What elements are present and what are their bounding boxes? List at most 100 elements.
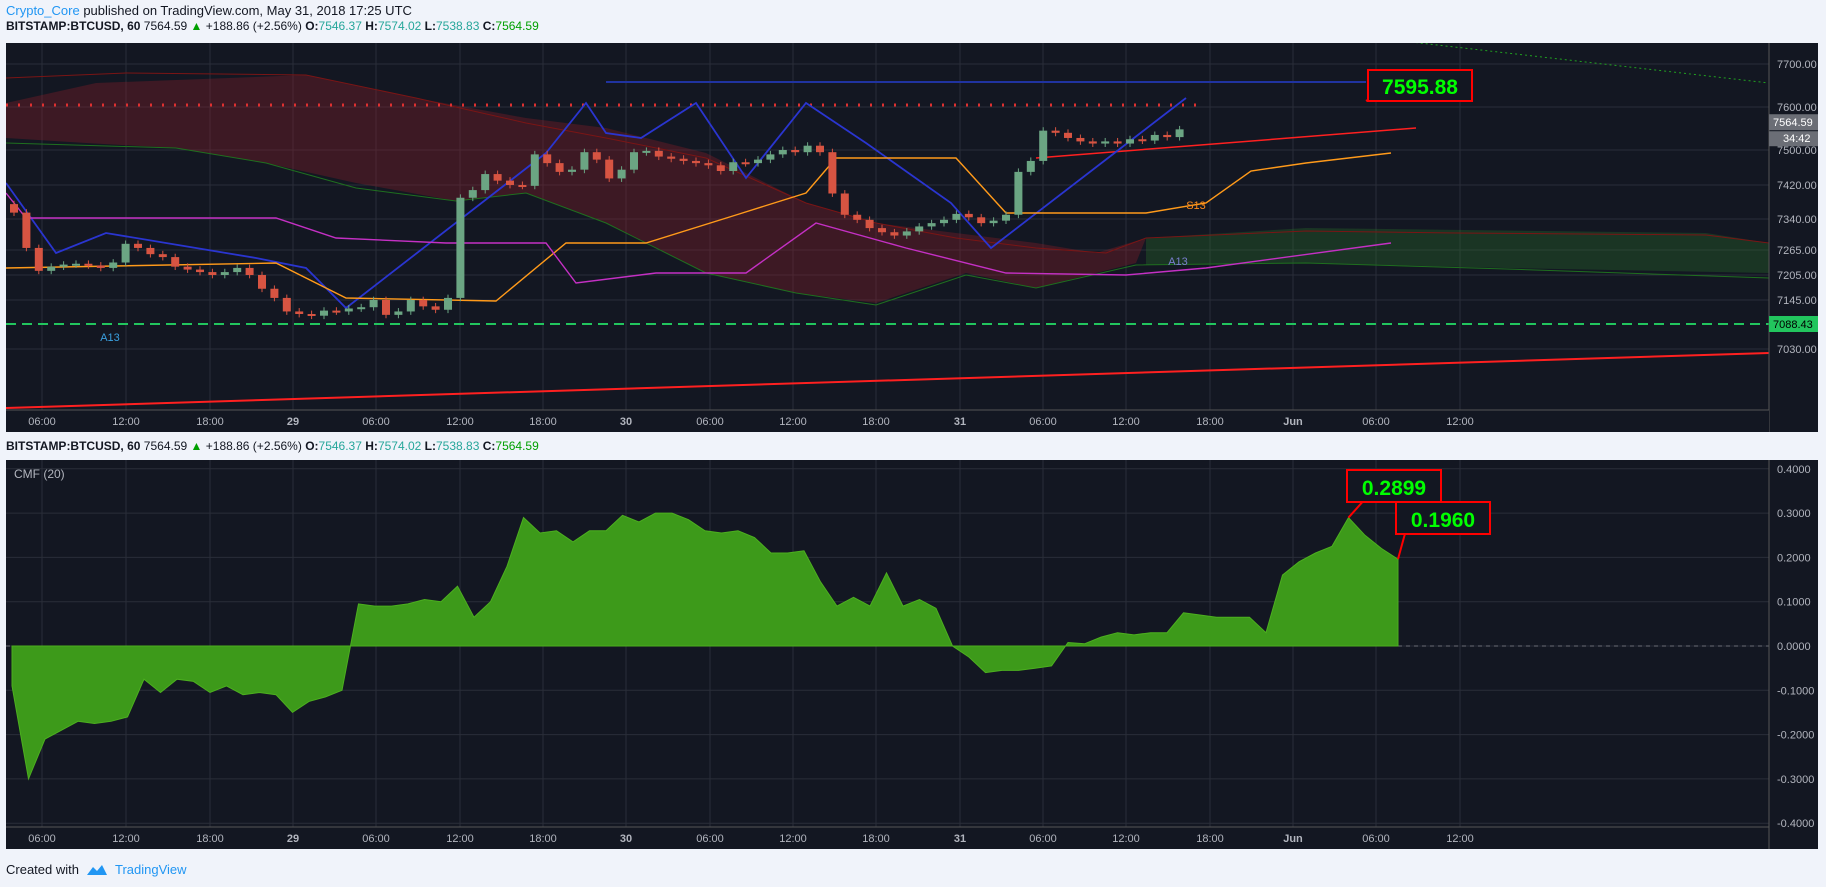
candle-body <box>555 163 564 172</box>
candle-body <box>617 169 626 179</box>
candle-body <box>357 307 366 310</box>
candle-body <box>282 297 291 312</box>
low-value: 7538.83 <box>436 19 480 33</box>
candle-body <box>940 219 948 224</box>
time-tick-label: 30 <box>620 416 632 428</box>
candle-body <box>419 300 428 307</box>
candle-body <box>245 267 254 275</box>
h-label: H: <box>365 439 378 453</box>
time-tick-label: 12:00 <box>1112 416 1140 428</box>
candle-body <box>307 314 316 317</box>
change-value: +188.86 (+2.56%) <box>205 439 302 453</box>
price-tick-label: 7500.00 <box>1777 145 1817 157</box>
published-text: published on TradingView.com, May 31, 20… <box>83 3 412 18</box>
candle-body <box>1088 141 1097 144</box>
candle-body <box>47 266 56 271</box>
last-price-label: 7564.59 <box>1773 117 1813 129</box>
author-link[interactable]: Crypto_Core <box>6 3 80 18</box>
ohlc-line-main: BITSTAMP:BTCUSD, 60 7564.59 ▲ +188.86 (+… <box>6 19 539 33</box>
candle-body <box>270 288 279 298</box>
candle-body <box>630 152 638 170</box>
callout-value: 7595.88 <box>1382 76 1458 99</box>
c-label: C: <box>482 19 496 33</box>
time-tick-label: 12:00 <box>446 416 474 428</box>
cmf-plot: CMF (20) 0.2899 0.1960 <box>6 460 1769 827</box>
candle-body <box>729 162 738 171</box>
candle-body <box>642 150 651 153</box>
candle-body <box>406 300 415 312</box>
candle-body <box>1014 171 1023 215</box>
candle-body <box>196 269 204 273</box>
price-axis-bg <box>1769 43 1818 432</box>
candle-body <box>766 154 775 160</box>
candle-body <box>890 232 899 236</box>
candle-body <box>791 150 800 153</box>
change-value: +188.86 (+2.56%) <box>205 19 302 33</box>
cmf-panel[interactable]: CMF (20) 0.2899 0.1960 0.4000 0.3000 0.2000 0.… <box>6 460 1818 849</box>
candle-body <box>208 272 217 275</box>
candle-body <box>295 311 304 315</box>
cmf-time-tick-label: 06:00 <box>362 833 390 845</box>
candle-body <box>1026 160 1035 172</box>
tenkan-line <box>5 192 1392 284</box>
candle-body <box>1076 137 1085 142</box>
candle-body <box>952 213 961 220</box>
ichimoku-cloud-red <box>6 75 1146 303</box>
senkou-b-line <box>5 142 1770 306</box>
candle-body <box>1039 130 1048 161</box>
candle-body <box>109 262 118 268</box>
annotation-label: A13 <box>100 332 120 344</box>
ichimoku-cloud-green <box>1146 228 1769 273</box>
tradingview-link[interactable]: TradingView <box>114 862 187 877</box>
kijun-line <box>5 152 1392 302</box>
candle-body <box>1138 139 1147 142</box>
candle-body <box>778 150 787 155</box>
candle-body <box>741 162 750 165</box>
candle-body <box>580 152 589 170</box>
candle-body <box>1113 141 1122 144</box>
price-chart[interactable]: A13 S13 A13 7595.88 7700.00 7600.00 7500.00 742… <box>5 37 1818 432</box>
candle-body <box>654 150 663 157</box>
candle-body <box>605 159 614 179</box>
price-tick-label: 7030.00 <box>1777 344 1817 356</box>
time-tick-label: 18:00 <box>1196 416 1224 428</box>
cmf-title: CMF (20) <box>14 467 65 481</box>
trend-line-dotted <box>1375 37 1770 84</box>
cmf-time-tick-label: 12:00 <box>1446 833 1474 845</box>
price-tick-label: 7265.00 <box>1777 245 1817 257</box>
up-arrow-icon: ▲ <box>190 19 203 33</box>
candle-body <box>828 152 837 194</box>
cmf-time-tick-label: 06:00 <box>28 833 56 845</box>
price-axis: 7700.00 7600.00 7500.00 7420.00 7340.00 7265.… <box>1768 43 1818 432</box>
time-tick-label: 06:00 <box>1362 416 1390 428</box>
last-price: 7564.59 <box>143 439 188 453</box>
cmf-area <box>11 512 1399 781</box>
time-tick-label: Jun <box>1283 416 1303 428</box>
callout-value: 0.1960 <box>1411 509 1475 532</box>
open-value: 7546.37 <box>318 439 362 453</box>
candle-body <box>468 190 477 198</box>
cmf-tick-label: -0.3000 <box>1777 774 1814 786</box>
candle-body <box>865 219 874 229</box>
c-label: C: <box>482 439 496 453</box>
candle-body <box>592 152 601 160</box>
close-value: 7564.59 <box>495 19 539 33</box>
candle-body <box>493 174 502 181</box>
cmf-chart[interactable]: CMF (20)0.28990.19600.40000.30000.20000.… <box>6 460 1818 849</box>
candle-body <box>716 165 725 171</box>
candle-body <box>1064 132 1072 138</box>
candle-body <box>220 272 229 275</box>
ohlc-line-second: BITSTAMP:BTCUSD, 60 7564.59 ▲ +188.86 (+… <box>6 439 539 453</box>
cmf-tick-label: 0.4000 <box>1777 464 1811 476</box>
candle-body <box>72 263 80 266</box>
candle-body <box>927 223 936 227</box>
cmf-time-tick-label: 18:00 <box>196 833 224 845</box>
time-tick-label: 06:00 <box>362 416 390 428</box>
annotation-label: A13 <box>1168 256 1188 268</box>
candle-body <box>878 228 886 233</box>
candle-body <box>816 145 824 153</box>
price-chart-panel[interactable]: A13 S13 A13 7595.88 7700.00 7600.00 7500.00 742… <box>5 37 1818 432</box>
o-label: O: <box>305 19 319 33</box>
cmf-time-tick-label: 18:00 <box>529 833 557 845</box>
time-tick-label: 31 <box>954 416 966 428</box>
